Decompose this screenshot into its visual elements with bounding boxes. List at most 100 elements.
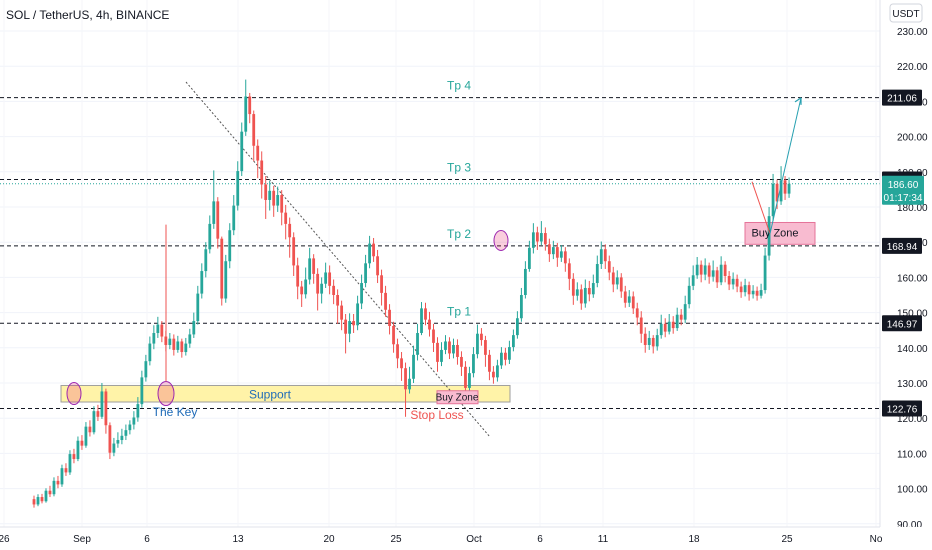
candle[interactable]	[376, 249, 379, 284]
candle[interactable]	[120, 428, 124, 445]
candle[interactable]	[719, 256, 723, 286]
candle[interactable]	[683, 295, 687, 324]
candle[interactable]	[212, 170, 216, 229]
candle[interactable]	[767, 207, 771, 261]
candle[interactable]	[555, 242, 559, 267]
candle[interactable]	[500, 347, 503, 369]
candle[interactable]	[456, 339, 459, 365]
candle[interactable]	[368, 235, 371, 269]
candle[interactable]	[619, 273, 623, 298]
candle[interactable]	[695, 256, 699, 279]
candle[interactable]	[523, 261, 527, 299]
candle[interactable]	[352, 314, 355, 334]
candle[interactable]	[44, 488, 48, 503]
candle[interactable]	[547, 238, 551, 262]
candle[interactable]	[328, 265, 332, 295]
candle[interactable]	[280, 190, 284, 226]
candle[interactable]	[276, 186, 280, 212]
candle[interactable]	[603, 244, 607, 269]
candle[interactable]	[132, 411, 136, 430]
candle[interactable]	[220, 236, 224, 306]
candle[interactable]	[655, 328, 659, 351]
candle[interactable]	[128, 420, 132, 435]
candle[interactable]	[332, 279, 336, 305]
candle[interactable]	[372, 237, 375, 262]
candle[interactable]	[204, 242, 208, 278]
candle[interactable]	[184, 337, 188, 356]
candle[interactable]	[148, 336, 152, 366]
candle[interactable]	[787, 177, 791, 198]
candle[interactable]	[448, 337, 451, 360]
candle[interactable]	[715, 266, 719, 288]
candle[interactable]	[707, 262, 711, 284]
candle[interactable]	[519, 287, 523, 322]
candle[interactable]	[436, 337, 439, 372]
candle[interactable]	[268, 180, 272, 211]
candle[interactable]	[531, 223, 535, 254]
candle[interactable]	[156, 316, 160, 338]
candle[interactable]	[747, 281, 751, 301]
candle[interactable]	[591, 274, 595, 298]
candle[interactable]	[316, 268, 320, 311]
candle[interactable]	[599, 241, 603, 269]
candle[interactable]	[284, 204, 288, 240]
candle[interactable]	[472, 347, 475, 378]
candle[interactable]	[48, 485, 52, 498]
candle[interactable]	[140, 370, 144, 408]
candle[interactable]	[404, 362, 407, 417]
candle[interactable]	[272, 185, 276, 217]
candle[interactable]	[208, 215, 212, 254]
candle[interactable]	[340, 300, 344, 331]
candle[interactable]	[56, 475, 60, 489]
candle[interactable]	[296, 257, 300, 300]
candle[interactable]	[228, 223, 232, 269]
time-axis[interactable]: 26 Sep 6 13 20 25 Oct 6 11 18 25 No	[0, 534, 883, 545]
candle[interactable]	[188, 328, 192, 348]
candle[interactable]	[196, 285, 200, 325]
candle[interactable]	[583, 279, 587, 308]
candle[interactable]	[292, 232, 296, 276]
candle[interactable]	[308, 247, 312, 285]
candle[interactable]	[635, 302, 639, 326]
candle[interactable]	[444, 335, 447, 355]
candle[interactable]	[400, 352, 403, 381]
candle[interactable]	[192, 312, 196, 338]
candle[interactable]	[691, 265, 695, 291]
candle[interactable]	[711, 260, 715, 282]
candle[interactable]	[348, 313, 352, 343]
candle[interactable]	[675, 307, 679, 331]
candle[interactable]	[476, 324, 479, 359]
candle[interactable]	[32, 495, 36, 508]
candle[interactable]	[136, 397, 140, 422]
candle[interactable]	[200, 263, 204, 299]
candle[interactable]	[252, 110, 256, 162]
candle[interactable]	[76, 436, 80, 462]
candle[interactable]	[96, 404, 100, 422]
candle[interactable]	[703, 258, 707, 281]
candle[interactable]	[611, 266, 615, 293]
candle[interactable]	[412, 345, 415, 383]
candle[interactable]	[512, 329, 515, 352]
candle[interactable]	[743, 278, 747, 297]
candle[interactable]	[607, 255, 611, 281]
candle[interactable]	[615, 270, 619, 290]
candle[interactable]	[152, 325, 156, 350]
candle[interactable]	[723, 261, 727, 283]
candle[interactable]	[80, 435, 84, 450]
candle[interactable]	[699, 260, 703, 283]
candle[interactable]	[256, 139, 260, 179]
candle[interactable]	[92, 406, 96, 435]
candle[interactable]	[567, 258, 571, 291]
candle[interactable]	[68, 450, 72, 475]
candle[interactable]	[420, 302, 423, 336]
candle[interactable]	[396, 338, 399, 369]
candle[interactable]	[180, 338, 184, 358]
candle[interactable]	[627, 290, 631, 307]
candle[interactable]	[575, 282, 579, 301]
candle[interactable]	[563, 247, 567, 272]
candle[interactable]	[260, 151, 264, 199]
candle[interactable]	[492, 366, 495, 384]
candle[interactable]	[551, 240, 555, 260]
candle[interactable]	[356, 295, 359, 331]
candle[interactable]	[667, 314, 671, 335]
